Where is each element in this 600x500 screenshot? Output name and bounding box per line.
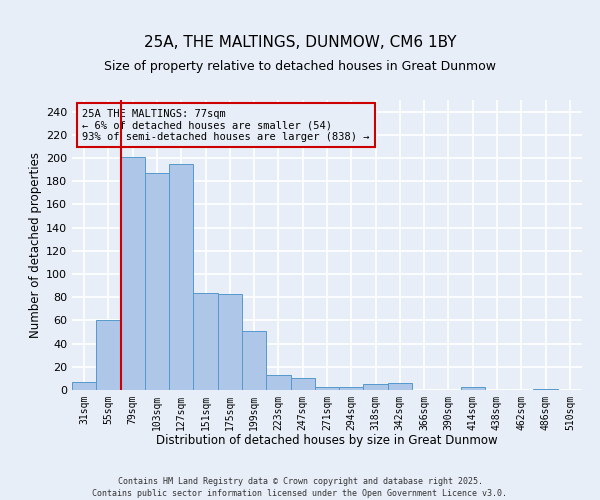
Bar (339, 386, 364, 390)
Bar (145, 173, 169, 390)
Y-axis label: Number of detached properties: Number of detached properties (29, 152, 42, 338)
Bar (121, 157, 145, 390)
Text: Contains HM Land Registry data © Crown copyright and database right 2025.
Contai: Contains HM Land Registry data © Crown c… (92, 476, 508, 498)
Text: 25A, THE MALTINGS, DUNMOW, CM6 1BY: 25A, THE MALTINGS, DUNMOW, CM6 1BY (144, 35, 456, 50)
Bar (96, 320, 121, 390)
Bar (242, 331, 266, 390)
Bar (169, 164, 193, 390)
Bar (315, 386, 339, 390)
Bar (266, 375, 290, 390)
Bar (290, 378, 315, 390)
Bar (388, 383, 412, 390)
Bar (218, 294, 242, 390)
Bar (533, 389, 558, 390)
Text: Size of property relative to detached houses in Great Dunmow: Size of property relative to detached ho… (104, 60, 496, 73)
X-axis label: Distribution of detached houses by size in Great Dunmow: Distribution of detached houses by size … (156, 434, 498, 448)
Text: 25A THE MALTINGS: 77sqm
← 6% of detached houses are smaller (54)
93% of semi-det: 25A THE MALTINGS: 77sqm ← 6% of detached… (82, 108, 370, 142)
Bar (72, 382, 96, 390)
Bar (193, 292, 218, 390)
Bar (364, 384, 388, 390)
Bar (461, 386, 485, 390)
